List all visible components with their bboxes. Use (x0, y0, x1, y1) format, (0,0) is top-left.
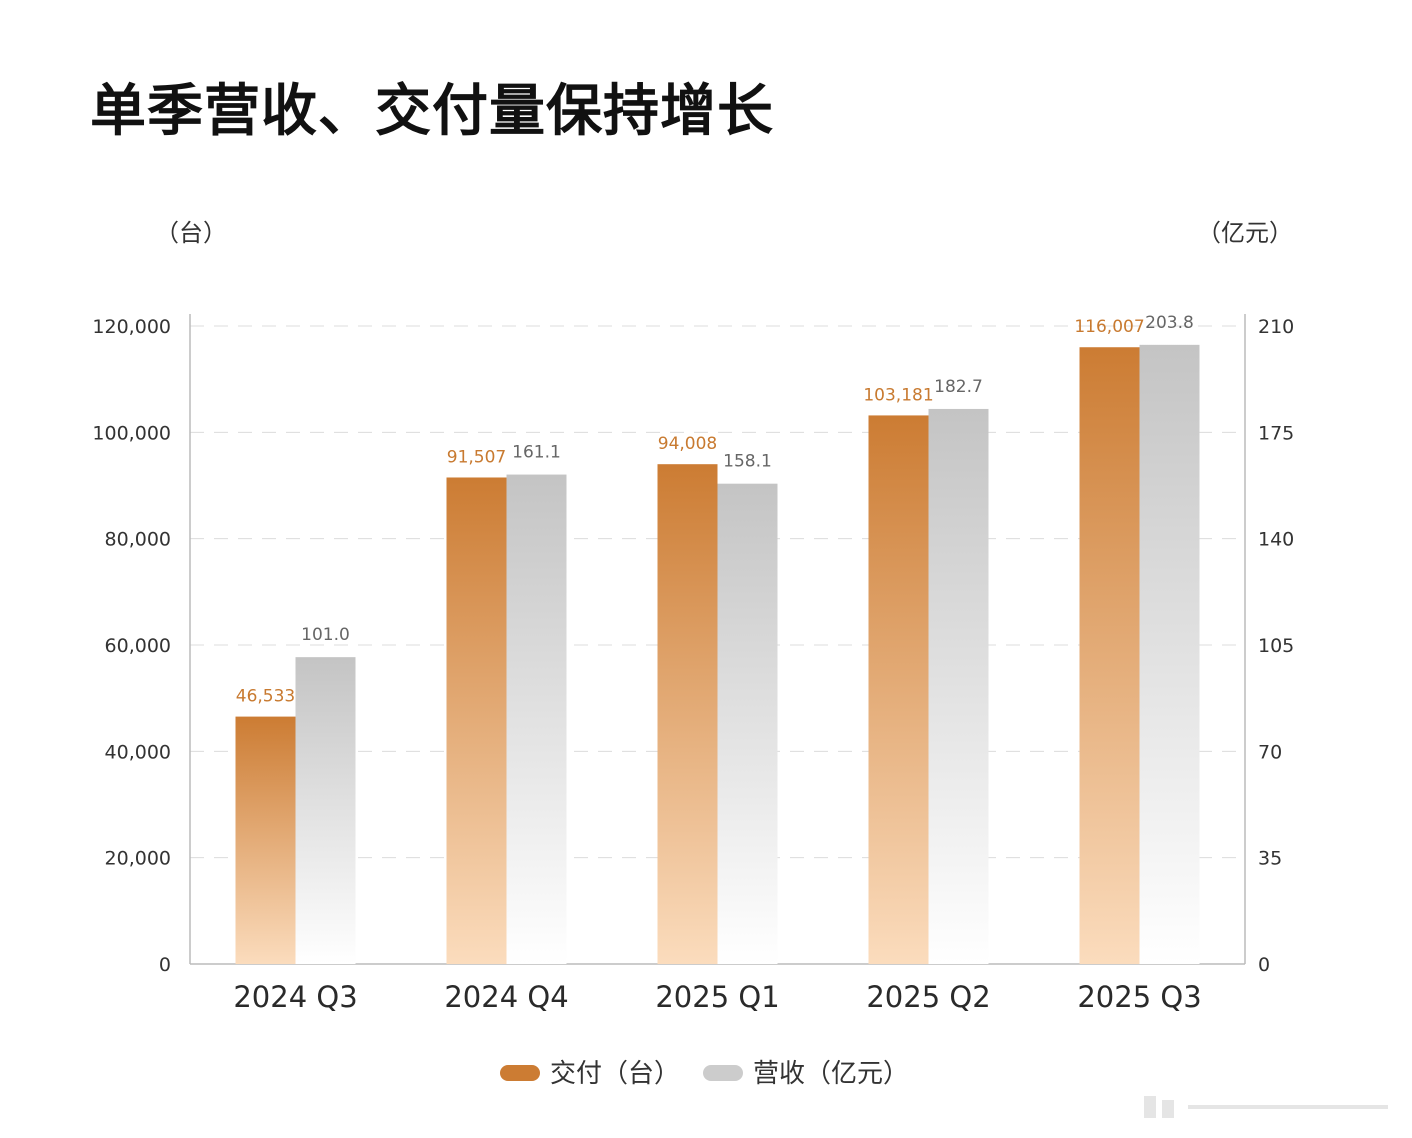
x-tick-label: 2024 Q4 (444, 980, 568, 1014)
legend-label-revenue: 营收（亿元） (753, 1059, 909, 1089)
data-label-revenue: 182.7 (934, 377, 983, 397)
x-tick-label: 2025 Q1 (655, 980, 779, 1014)
data-label-delivery: 103,181 (863, 385, 933, 405)
x-tick-label: 2025 Q2 (866, 980, 990, 1014)
y-right-tick-label: 0 (1258, 954, 1270, 976)
data-label-revenue: 161.1 (512, 443, 561, 463)
gridlines (190, 325, 1245, 859)
bar-revenue (928, 408, 989, 964)
bars (235, 344, 1200, 964)
watermark-logo (1144, 1096, 1388, 1118)
y-left-tick-label: 60,000 (105, 635, 171, 657)
legend-label-delivery: 交付（台） (550, 1059, 680, 1089)
data-label-delivery: 94,008 (658, 434, 717, 454)
y-right-tick-label: 35 (1258, 848, 1282, 870)
y-left-tick-label: 80,000 (105, 529, 171, 551)
y-left-tick-label: 20,000 (105, 848, 171, 870)
bar-delivery (235, 716, 296, 964)
y-right-tick-label: 105 (1258, 635, 1294, 657)
bar-delivery (1079, 347, 1140, 964)
y-left-tick-label: 120,000 (92, 316, 171, 338)
y-left-tick-label: 40,000 (105, 741, 171, 763)
bar-delivery (657, 464, 718, 964)
bar-revenue (506, 474, 567, 964)
y-right-tick-label: 210 (1258, 316, 1294, 338)
y-right-tick-label: 175 (1258, 422, 1294, 444)
bar-delivery (868, 415, 929, 964)
y-right-unit-label: （亿元） (1197, 219, 1293, 247)
data-labels: 46,533 101.0 91,507 161.1 94,008 158.1 103,181… (236, 313, 1194, 707)
y-right-tick-label: 70 (1258, 741, 1282, 763)
y-left-tick-label: 0 (159, 954, 171, 976)
bar-revenue (1139, 344, 1200, 964)
data-label-revenue: 101.0 (301, 625, 350, 645)
data-label-revenue: 158.1 (723, 452, 772, 472)
data-label-delivery: 46,533 (236, 687, 295, 707)
y-right-tick-label: 140 (1258, 529, 1294, 551)
data-label-delivery: 116,007 (1074, 317, 1144, 337)
bar-revenue (295, 657, 356, 964)
page-title: 单季营收、交付量保持增长 (90, 79, 774, 144)
data-label-delivery: 91,507 (447, 447, 506, 467)
axes: 0 20,000 40,000 60,000 80,000 100,000 120,000 0… (92, 219, 1294, 1014)
bar-delivery (446, 477, 507, 964)
x-tick-label: 2024 Q3 (233, 980, 357, 1014)
legend: 交付（台） 营收（亿元） (500, 1059, 909, 1089)
bar-revenue (717, 483, 778, 964)
y-left-tick-label: 100,000 (92, 422, 171, 444)
x-tick-label: 2025 Q3 (1077, 980, 1201, 1014)
legend-swatch-delivery (500, 1065, 540, 1081)
legend-swatch-revenue (703, 1065, 743, 1081)
y-left-unit-label: （台） (155, 219, 227, 247)
data-label-revenue: 203.8 (1145, 313, 1194, 333)
